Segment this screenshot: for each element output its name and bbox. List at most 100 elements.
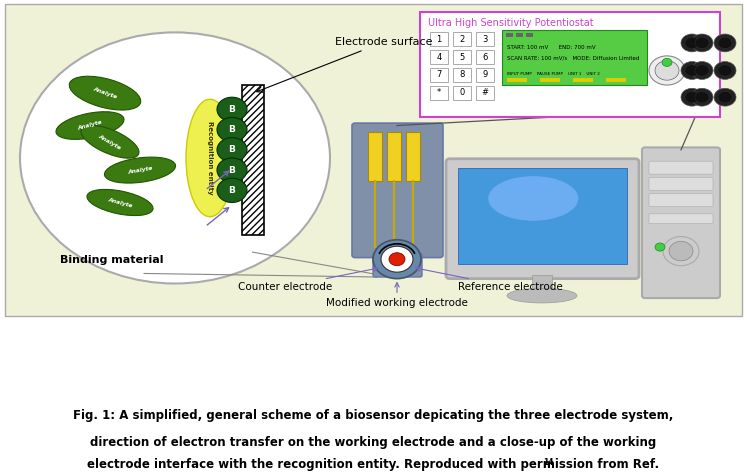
Bar	[5, 4, 742, 316]
Ellipse shape	[489, 176, 578, 221]
Bar	[540, 78, 560, 82]
Text: B: B	[229, 186, 235, 195]
FancyBboxPatch shape	[649, 194, 713, 207]
Text: Analyte: Analyte	[127, 166, 153, 175]
Bar	[502, 30, 647, 85]
Ellipse shape	[105, 157, 176, 183]
Bar	[476, 68, 494, 82]
Text: START: 100 mV      END: 700 mV: START: 100 mV END: 700 mV	[507, 45, 595, 50]
Text: Modified working electrode: Modified working electrode	[326, 283, 468, 308]
Circle shape	[695, 37, 709, 49]
Text: Counter electrode: Counter electrode	[238, 267, 378, 292]
Circle shape	[695, 91, 709, 103]
Bar	[453, 32, 471, 46]
Circle shape	[681, 88, 703, 106]
Text: B: B	[229, 145, 235, 154]
Text: Analyte: Analyte	[98, 133, 123, 150]
Text: Fig. 1: A simplified, general scheme of a biosensor depicating the three electro: Fig. 1: A simplified, general scheme of …	[73, 409, 674, 422]
Text: electrode interface with the recognition entity. Reproduced with permission from: electrode interface with the recognition…	[87, 458, 660, 471]
FancyBboxPatch shape	[373, 254, 422, 277]
Bar	[430, 86, 448, 99]
Text: 14: 14	[543, 458, 554, 467]
Text: INPUT PUMP    PAUSE PUMP    UNIT 1    UNIT 2: INPUT PUMP PAUSE PUMP UNIT 1 UNIT 2	[507, 72, 600, 76]
Circle shape	[655, 243, 665, 251]
Circle shape	[681, 61, 703, 79]
Bar	[476, 86, 494, 99]
Circle shape	[714, 34, 736, 52]
Text: *: *	[437, 88, 441, 97]
Text: Analyte: Analyte	[93, 87, 118, 100]
Bar	[453, 50, 471, 64]
Bar	[476, 50, 494, 64]
Bar	[573, 78, 593, 82]
Circle shape	[685, 37, 699, 49]
Circle shape	[681, 34, 703, 52]
Bar	[368, 132, 382, 180]
Bar	[606, 78, 626, 82]
Ellipse shape	[56, 112, 124, 139]
Circle shape	[685, 65, 699, 76]
Bar	[453, 86, 471, 99]
Bar	[458, 169, 627, 264]
Text: Reference electrode: Reference electrode	[416, 267, 562, 292]
Text: 0: 0	[459, 88, 465, 97]
Ellipse shape	[507, 288, 577, 303]
Circle shape	[714, 88, 736, 106]
Bar	[420, 12, 720, 118]
Bar	[430, 50, 448, 64]
Circle shape	[217, 118, 247, 142]
FancyBboxPatch shape	[352, 123, 443, 258]
Circle shape	[691, 34, 713, 52]
Bar	[526, 33, 533, 37]
Circle shape	[714, 61, 736, 79]
Bar	[476, 32, 494, 46]
Text: 5: 5	[459, 53, 465, 61]
Bar	[507, 78, 527, 82]
FancyBboxPatch shape	[649, 214, 713, 224]
Bar	[430, 68, 448, 82]
FancyBboxPatch shape	[649, 161, 713, 174]
Circle shape	[685, 91, 699, 103]
Circle shape	[655, 61, 679, 80]
Text: SCAN RATE: 100 mV/s   MODE: Diffusion Limited: SCAN RATE: 100 mV/s MODE: Diffusion Limi…	[507, 56, 639, 61]
Circle shape	[373, 240, 421, 278]
Bar	[430, 32, 448, 46]
Text: 4: 4	[436, 53, 441, 61]
Circle shape	[718, 37, 732, 49]
Bar	[506, 33, 513, 37]
Circle shape	[217, 97, 247, 121]
Circle shape	[695, 65, 709, 76]
Ellipse shape	[81, 125, 139, 158]
Circle shape	[691, 61, 713, 79]
Circle shape	[669, 241, 693, 261]
Circle shape	[649, 56, 685, 85]
Circle shape	[381, 246, 413, 272]
FancyBboxPatch shape	[649, 178, 713, 190]
FancyBboxPatch shape	[446, 159, 639, 278]
Circle shape	[662, 59, 672, 67]
Circle shape	[217, 178, 247, 202]
Bar	[532, 276, 552, 293]
Bar	[516, 33, 523, 37]
Circle shape	[389, 253, 405, 266]
Bar	[387, 132, 401, 180]
Text: #: #	[482, 88, 489, 97]
Circle shape	[217, 158, 247, 182]
Circle shape	[718, 91, 732, 103]
Ellipse shape	[69, 76, 140, 110]
Text: 6: 6	[483, 53, 488, 61]
Bar	[406, 132, 420, 180]
Text: Electrode surface: Electrode surface	[257, 37, 433, 92]
Text: Binding material: Binding material	[60, 255, 164, 265]
Text: Recognition entity: Recognition entity	[207, 121, 213, 195]
Text: Analyte: Analyte	[77, 120, 103, 131]
Ellipse shape	[87, 189, 153, 216]
Circle shape	[20, 32, 330, 284]
Text: B: B	[229, 166, 235, 175]
Bar	[242, 85, 264, 235]
Circle shape	[217, 138, 247, 162]
Circle shape	[663, 237, 699, 266]
Text: B: B	[229, 105, 235, 114]
Text: 1: 1	[436, 35, 441, 44]
Ellipse shape	[186, 99, 234, 217]
